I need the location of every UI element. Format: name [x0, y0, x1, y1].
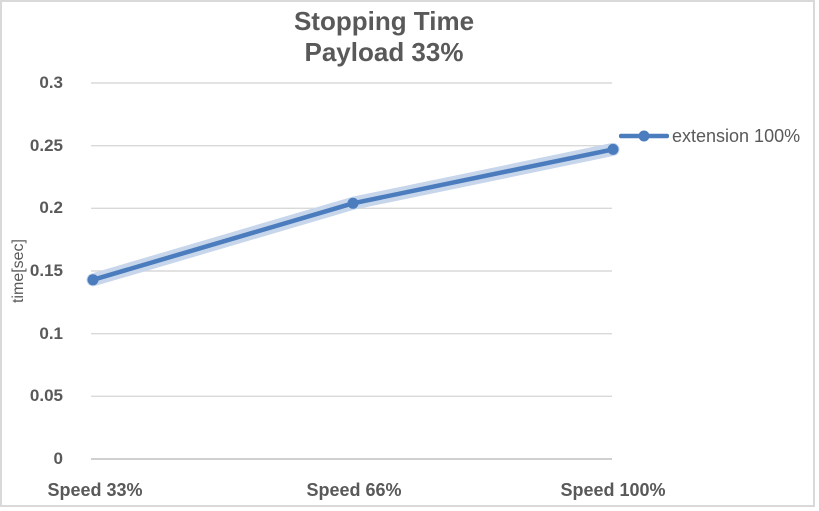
data-point-marker	[87, 274, 99, 286]
y-tick-label: 0.1	[39, 324, 63, 343]
x-tick-label: Speed 100%	[560, 480, 666, 500]
y-tick-label: 0	[53, 449, 63, 468]
legend-dot-icon	[638, 130, 650, 142]
x-tick-label: Speed 33%	[47, 480, 143, 500]
chart-title: Stopping Time Payload 33%	[0, 6, 768, 68]
chart-title-line1: Stopping Time	[293, 6, 475, 36]
y-tick-label: 0.25	[29, 136, 63, 155]
legend-marker-icon	[619, 130, 669, 142]
data-point-marker	[607, 143, 619, 155]
y-tick-label: 0.3	[39, 73, 63, 92]
y-tick-label: 0.15	[29, 261, 63, 280]
chart-title-line2: Payload 33%	[304, 37, 464, 67]
series-line-halo	[86, 142, 620, 287]
y-tick-label: 0.05	[29, 386, 63, 405]
legend: extension 100%	[619, 123, 800, 149]
legend-entry-label: extension 100%	[672, 125, 801, 146]
x-tick-label: Speed 66%	[306, 480, 402, 500]
y-tick-label: 0.2	[39, 198, 63, 217]
data-point-marker	[347, 197, 359, 209]
